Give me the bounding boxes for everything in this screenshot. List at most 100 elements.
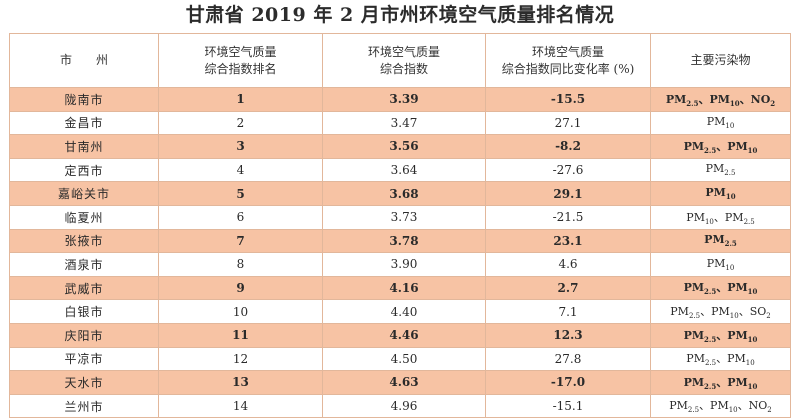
table-row: 金昌市 2 3.47 27.1 PM10 <box>9 110 791 136</box>
cell-index: 3.47 <box>322 110 486 136</box>
pollutant-name: SO <box>749 305 767 319</box>
pollutant-subscript: 2 <box>767 406 772 415</box>
cell-pollutants: PM2.5 <box>650 228 791 254</box>
table-body: 陇南市 1 3.39 -15.5 PM2.5、PM10、NO2 金昌市 2 3.47 27.1 P… <box>9 87 791 418</box>
table-row: 酒泉市 8 3.90 4.6 PM10 <box>9 252 791 277</box>
cell-rank: 3 <box>158 134 323 159</box>
pollutant-name: PM <box>727 328 748 342</box>
cell-change: 27.1 <box>485 110 651 136</box>
pollutant-name: PM <box>683 139 705 153</box>
cell-change: -27.6 <box>485 157 651 183</box>
table-row: 天水市 13 4.63 -17.0 PM2.5、PM10 <box>9 370 791 395</box>
pollutant-subscript: 10 <box>745 359 755 368</box>
cell-pollutants: PM2.5、PM10、SO2 <box>650 299 791 324</box>
cell-city: 酒泉市 <box>9 252 159 277</box>
cell-city: 兰州市 <box>9 393 159 418</box>
cell-rank: 8 <box>158 252 323 277</box>
table-row: 武威市 9 4.16 2.7 PM2.5、PM10 <box>9 275 791 301</box>
pollutant-name: PM <box>683 375 705 389</box>
cell-index: 3.73 <box>322 204 486 230</box>
header-pollutant: 主要污染物 <box>650 33 791 88</box>
pollutant-name: PM <box>683 328 705 342</box>
pollutant-name: PM <box>710 399 729 413</box>
pollutant-name: PM <box>709 92 730 106</box>
table-row: 庆阳市 11 4.46 12.3 PM2.5、PM10 <box>9 322 791 348</box>
pollutant-name: PM <box>711 305 730 319</box>
cell-index: 4.63 <box>322 370 486 395</box>
pollutant-subscript: 2.5 <box>704 334 717 344</box>
cell-city: 平凉市 <box>9 346 159 372</box>
pollutant-name: PM <box>727 139 748 153</box>
pollutant-subscript: 10 <box>725 264 735 273</box>
cell-change: 7.1 <box>485 299 651 324</box>
pollutant-name: PM <box>670 305 689 319</box>
pollutant-name: PM <box>706 115 726 129</box>
pollutant-subscript: 10 <box>725 192 736 202</box>
cell-pollutants: PM10 <box>650 252 791 277</box>
cell-pollutants: PM10 <box>650 181 791 206</box>
pollutant-subscript: 2.5 <box>704 287 717 297</box>
cell-rank: 1 <box>158 87 323 112</box>
cell-change: 29.1 <box>485 181 651 206</box>
pollutant-subscript: 2.5 <box>724 239 737 249</box>
pollutant-name: PM <box>669 399 688 413</box>
cell-city: 天水市 <box>9 370 159 395</box>
cell-change: 27.8 <box>485 346 651 372</box>
pollutant-subscript: 2 <box>770 98 776 108</box>
cell-city: 张掖市 <box>9 228 159 254</box>
cell-pollutants: PM2.5、PM10 <box>650 346 791 372</box>
pollutant-name: PM <box>686 352 705 366</box>
cell-index: 3.56 <box>322 134 486 159</box>
cell-index: 3.90 <box>322 252 486 277</box>
table-row: 临夏州 6 3.73 -21.5 PM10、PM2.5 <box>9 204 791 230</box>
cell-rank: 12 <box>158 346 323 372</box>
table-row: 陇南市 1 3.39 -15.5 PM2.5、PM10、NO2 <box>9 87 791 112</box>
cell-index: 3.39 <box>322 87 486 112</box>
cell-city: 庆阳市 <box>9 322 159 348</box>
cell-city: 武威市 <box>9 275 159 301</box>
cell-rank: 2 <box>158 110 323 136</box>
cell-change: 2.7 <box>485 275 651 301</box>
table-row: 张掖市 7 3.78 23.1 PM2.5 <box>9 228 791 254</box>
pollutant-name: PM <box>727 281 748 295</box>
cell-index: 4.46 <box>322 322 486 348</box>
pollutant-name: PM <box>727 375 748 389</box>
table-row: 甘南州 3 3.56 -8.2 PM2.5、PM10 <box>9 134 791 159</box>
header-change: 环境空气质量 综合指数同比变化率 (%) <box>485 33 651 88</box>
cell-rank: 14 <box>158 393 323 418</box>
table-header: 市 州 环境空气质量 综合指数排名 环境空气质量 综合指数 环境空气质量 综合指数同比… <box>9 33 791 88</box>
cell-index: 4.40 <box>322 299 486 324</box>
cell-city: 临夏州 <box>9 204 159 230</box>
pollutant-subscript: 2.5 <box>743 217 755 226</box>
pollutant-subscript: 10 <box>747 287 758 297</box>
pollutant-name: NO <box>748 399 768 413</box>
table-row: 白银市 10 4.40 7.1 PM2.5、PM10、SO2 <box>9 299 791 324</box>
cell-index: 3.78 <box>322 228 486 254</box>
cell-index: 3.64 <box>322 157 486 183</box>
pollutant-subscript: 10 <box>747 334 758 344</box>
cell-index: 4.96 <box>322 393 486 418</box>
pollutant-subscript: 2.5 <box>704 359 717 368</box>
pollutant-subscript: 2.5 <box>724 169 736 178</box>
pollutant-subscript: 2.5 <box>704 146 717 156</box>
pollutant-subscript: 2.5 <box>687 406 700 415</box>
header-city: 市 州 <box>9 33 159 88</box>
cell-rank: 4 <box>158 157 323 183</box>
cell-change: -8.2 <box>485 134 651 159</box>
cell-pollutants: PM10 <box>650 110 791 136</box>
pollutant-subscript: 10 <box>725 122 735 131</box>
pollutant-name: PM <box>724 210 744 224</box>
pollutant-name: PM <box>683 281 705 295</box>
cell-pollutants: PM2.5、PM10 <box>650 370 791 395</box>
cell-change: -15.5 <box>485 87 651 112</box>
table-row: 定西市 4 3.64 -27.6 PM2.5 <box>9 157 791 183</box>
cell-city: 定西市 <box>9 157 159 183</box>
cell-city: 陇南市 <box>9 87 159 112</box>
pollutant-name: PM <box>665 92 687 106</box>
pollutant-subscript: 10 <box>729 98 740 108</box>
cell-pollutants: PM2.5 <box>650 157 791 183</box>
cell-rank: 9 <box>158 275 323 301</box>
pollutant-name: PM <box>705 186 726 200</box>
air-quality-table: 市 州 环境空气质量 综合指数排名 环境空气质量 综合指数 环境空气质量 综合指数同比… <box>9 33 791 418</box>
cell-index: 4.16 <box>322 275 486 301</box>
